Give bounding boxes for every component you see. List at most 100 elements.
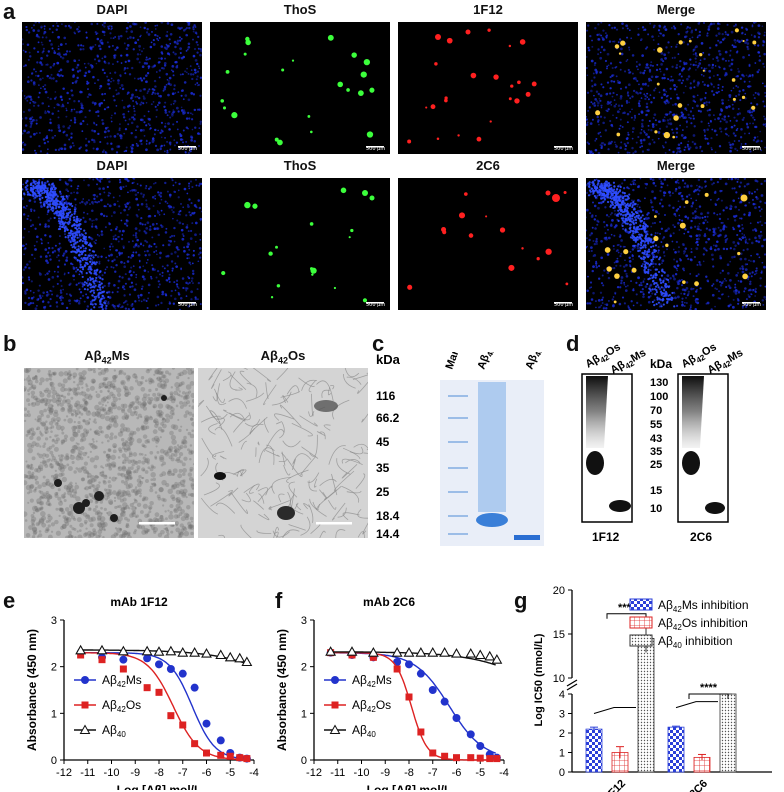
thos-image-row2 (210, 178, 390, 310)
x-tick-label: -5 (475, 767, 485, 779)
y-tick-label: 3 (559, 709, 565, 721)
row1-title-thos: ThoS (283, 2, 317, 17)
row2-title-dapi: DAPI (96, 158, 128, 173)
y-tick-label: 0 (301, 755, 307, 767)
y-tick-label: 15 (553, 629, 565, 641)
category-label: 2C6 (687, 778, 710, 792)
panel-label-d: d (566, 331, 580, 356)
dapi-image-row2 (22, 178, 202, 310)
x-tick-label: -7 (178, 767, 188, 779)
sig-bracket-low (593, 707, 636, 714)
gel-marker-label: 45 (376, 435, 390, 449)
gel-ladder-band (448, 515, 468, 517)
bar (637, 638, 655, 773)
legend-marker (81, 676, 89, 684)
x-tick-label: -8 (154, 767, 164, 779)
wb-marker-label: 43 (650, 433, 662, 445)
legend-label: Aβ40 (352, 723, 376, 739)
data-point (417, 728, 425, 736)
y-tick-label: 2 (301, 662, 307, 674)
data-point (117, 645, 129, 656)
tem-image-monomers (24, 368, 194, 538)
data-point (203, 749, 210, 757)
x-tick-label: -4 (249, 767, 259, 779)
category-label: 1F12 (602, 778, 628, 792)
data-point (453, 754, 460, 762)
data-point (177, 647, 189, 657)
wb-marker-label: 25 (650, 459, 662, 471)
y-tick-label: 10 (553, 673, 565, 685)
chart-title: mAb 2C6 (363, 595, 415, 609)
panel-label-b: b (3, 331, 17, 356)
y-tick-label: 0 (51, 755, 57, 767)
legend-label: Aβ40 (102, 723, 126, 739)
scale-label-1: 500 μm (178, 146, 198, 152)
data-point (241, 656, 253, 667)
chart-title: mAb 1F12 (110, 595, 168, 609)
data-point (451, 647, 462, 658)
merge-image-row2 (586, 178, 766, 310)
data-point (474, 649, 486, 660)
thos-image-row1 (210, 22, 390, 154)
y-tick-label: 3 (51, 615, 57, 627)
lane-label-os: Aβ42Os (476, 352, 502, 372)
data-point (141, 645, 153, 656)
x-tick-label: -7 (428, 767, 438, 779)
antibody-2c6-image (398, 178, 578, 310)
row1-title-dapi: DAPI (96, 2, 128, 17)
data-point (493, 755, 501, 763)
gel-ladder-band (448, 491, 468, 493)
wb-marker-label: 35 (650, 446, 662, 458)
scale-label-5: 500 μm (178, 302, 198, 308)
data-point (155, 660, 163, 669)
fit-curve-2 (330, 651, 496, 666)
data-point (166, 665, 175, 673)
row2-title-thos: ThoS (283, 158, 317, 173)
wb-marker-label: 15 (650, 485, 662, 497)
data-point (403, 647, 415, 657)
row2-title-2c6: 2C6 (476, 158, 500, 173)
gel-marker-label: 25 (376, 485, 390, 499)
y-tick-label: 1 (301, 708, 307, 720)
y-tick-label: 1 (559, 748, 565, 760)
x-tick-label: -8 (404, 767, 414, 779)
data-point (234, 652, 246, 663)
data-point (178, 669, 187, 678)
row1-title-1f12: 1F12 (473, 2, 503, 17)
gel-marker-label: 18.4 (376, 509, 400, 523)
panel-d-blots: Aβ42Os Aβ42Ms kDa Aβ42Os Aβ42Ms 130 100 70… (566, 338, 784, 544)
x-tick-label: -6 (452, 767, 462, 779)
panel-c-gel: kDa Marker Aβ42Os Aβ42Ms 116 66.2 45 35 25 18… (372, 330, 567, 552)
data-point (191, 740, 199, 748)
data-point (153, 646, 165, 656)
legend-marker (81, 701, 89, 709)
y-tick-label: 0 (559, 767, 565, 779)
ms-lane-band (514, 535, 540, 540)
data-point (143, 684, 151, 692)
y-tick-label: 20 (553, 585, 565, 597)
data-point (476, 754, 484, 762)
panel-label-e: e (3, 588, 16, 613)
data-point (224, 651, 236, 662)
x-tick-label: -9 (380, 767, 390, 779)
gel-marker-label: 66.2 (376, 411, 400, 425)
gel-marker-label: 35 (376, 461, 390, 475)
panel-label-f: f (275, 588, 283, 613)
data-point (476, 742, 485, 750)
data-point (465, 647, 477, 658)
data-point (441, 752, 449, 760)
data-point (119, 655, 128, 664)
axis-break (566, 683, 578, 691)
x-tick-label: -9 (130, 767, 140, 779)
data-point (369, 653, 377, 661)
gel-marker-label: 116 (376, 389, 396, 403)
axis-break (566, 679, 578, 687)
legend-swatch (629, 634, 653, 647)
data-point (77, 651, 85, 659)
data-point (467, 754, 475, 762)
os-lane-smear (478, 382, 506, 512)
data-point (189, 647, 201, 657)
wb-marker-label: 70 (650, 405, 662, 417)
panel-label-c: c (372, 331, 385, 356)
